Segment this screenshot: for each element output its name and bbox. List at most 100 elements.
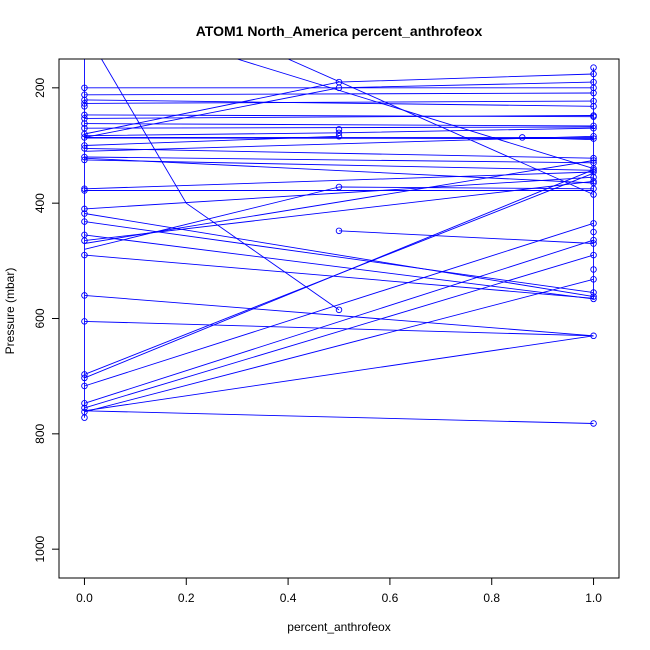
data-point — [590, 167, 597, 174]
series-line — [84, 180, 594, 242]
plot-frame — [58, 58, 620, 579]
data-point — [81, 111, 88, 119]
data-point — [81, 374, 88, 382]
data-point — [590, 240, 597, 247]
series-line — [84, 254, 594, 299]
series-line — [84, 157, 594, 184]
data-point — [590, 289, 597, 296]
x-tick-label: 0.6 — [382, 591, 399, 605]
x-tick-label: 0.2 — [178, 591, 195, 605]
data-point — [590, 135, 597, 142]
data-point — [590, 122, 597, 130]
data-point — [81, 142, 88, 149]
points-layer — [81, 64, 597, 427]
data-point — [590, 154, 597, 162]
y-axis: 200 400 600 800 1000 — [33, 78, 60, 563]
data-point — [590, 89, 597, 97]
series-line — [84, 147, 594, 159]
series-line — [84, 160, 594, 244]
series-line — [84, 171, 594, 190]
data-point — [81, 130, 88, 138]
data-point — [590, 191, 597, 198]
series-line — [84, 169, 594, 379]
data-point — [81, 84, 88, 92]
series-line — [84, 213, 594, 298]
data-point — [81, 187, 88, 194]
series-line — [84, 234, 594, 300]
series-line — [84, 159, 594, 171]
series-line — [84, 176, 594, 210]
series-line — [84, 278, 594, 413]
series-line — [84, 115, 594, 119]
data-point — [590, 64, 597, 71]
data-point — [81, 185, 88, 192]
data-point — [81, 153, 88, 161]
data-point — [81, 156, 88, 164]
series-line — [84, 73, 594, 135]
series-line — [237, 59, 594, 170]
series-line — [84, 135, 340, 146]
data-point — [519, 134, 526, 141]
data-point — [590, 251, 597, 259]
series-line — [84, 135, 594, 152]
data-point — [590, 293, 597, 300]
data-point — [81, 400, 88, 407]
series-line — [338, 186, 594, 190]
data-point — [81, 96, 88, 104]
x-axis: 0.0 0.2 0.4 0.6 0.8 1.0 — [76, 577, 602, 605]
data-point — [335, 183, 343, 191]
series-layer — [84, 59, 594, 424]
data-point — [590, 266, 597, 273]
series-line — [522, 136, 594, 141]
data-point — [590, 124, 597, 132]
data-point — [335, 126, 343, 133]
series-line — [84, 99, 594, 107]
data-point — [335, 84, 343, 92]
data-point — [81, 371, 88, 378]
data-point — [81, 318, 88, 325]
x-tick-label: 0.0 — [76, 591, 93, 605]
data-point — [590, 113, 597, 120]
series-line — [84, 81, 594, 138]
data-point — [590, 178, 597, 185]
data-point — [590, 220, 597, 227]
series-line — [84, 186, 340, 250]
data-point — [590, 332, 597, 340]
data-point — [335, 133, 343, 140]
data-point — [81, 382, 88, 390]
data-point — [81, 145, 88, 152]
data-point — [590, 236, 597, 244]
data-point — [81, 251, 88, 259]
x-tick-label: 1.0 — [585, 591, 602, 605]
data-point — [81, 237, 88, 244]
data-point — [590, 70, 597, 78]
data-point — [81, 210, 88, 217]
series-line — [84, 254, 594, 409]
series-line — [84, 156, 594, 164]
data-point — [590, 228, 597, 236]
data-point — [335, 129, 343, 137]
series-line — [84, 126, 594, 129]
x-tick-label: 0.8 — [483, 591, 500, 605]
data-point — [81, 414, 88, 421]
series-line — [84, 320, 594, 337]
data-point — [590, 133, 597, 140]
y-tick-label: 200 — [33, 78, 47, 98]
y-tick-label: 600 — [33, 308, 47, 328]
data-point — [590, 295, 597, 303]
series-line — [84, 92, 594, 96]
series-line — [100, 59, 340, 311]
data-point — [81, 100, 88, 107]
data-point — [81, 134, 88, 141]
data-point — [81, 404, 88, 412]
series-line — [84, 410, 594, 424]
y-tick-label: 800 — [33, 424, 47, 444]
x-tick-label: 0.4 — [280, 591, 297, 605]
series-line — [84, 222, 594, 387]
data-point — [590, 420, 597, 427]
data-point — [590, 103, 597, 110]
data-point — [335, 306, 343, 314]
y-axis-label: Pressure (mbar) — [3, 268, 17, 355]
data-point — [590, 165, 597, 172]
